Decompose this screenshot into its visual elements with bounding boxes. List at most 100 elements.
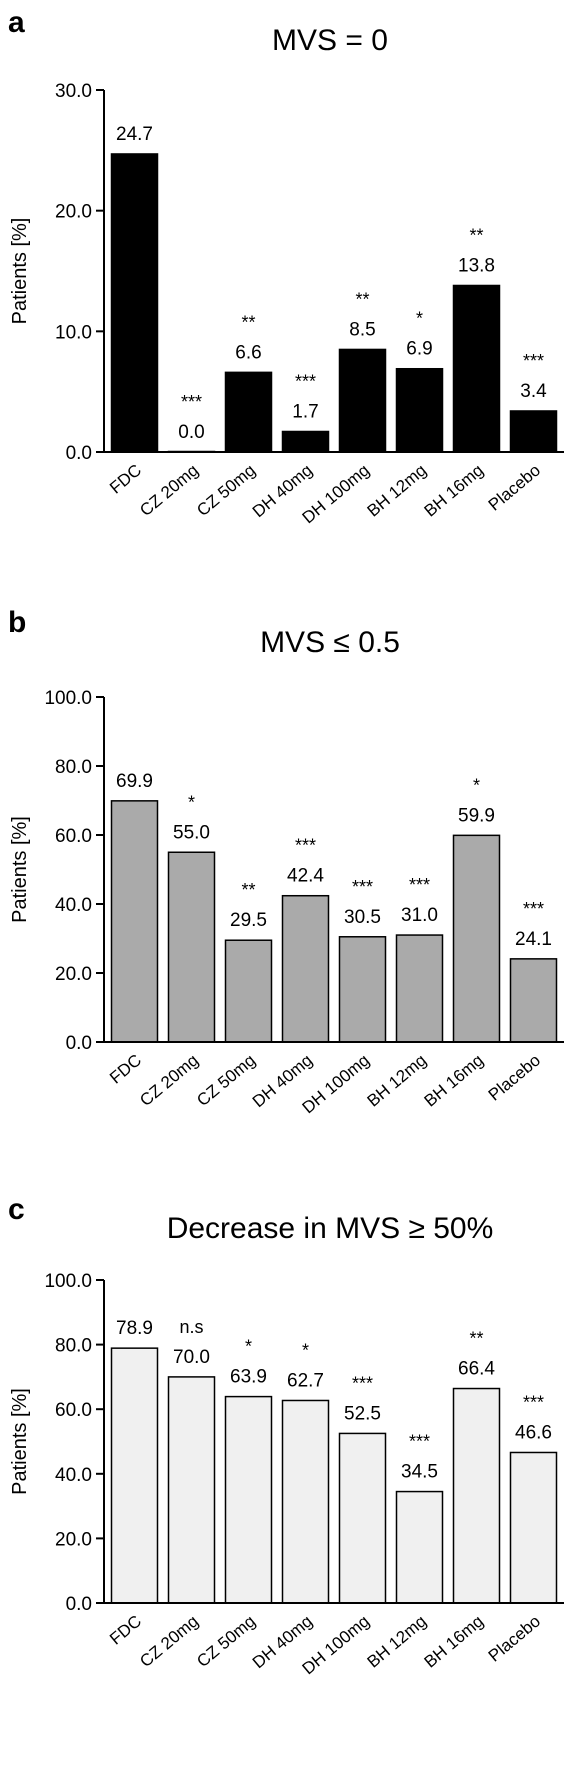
x-tick-label: CZ 20mg [136,461,202,520]
x-tick-label: Placebo [485,1612,544,1666]
y-tick-label: 20.0 [55,202,92,223]
bar [395,367,444,453]
y-tick-label: 80.0 [55,1336,92,1357]
x-tick-label: FDC [106,1051,145,1088]
significance-marker: * [188,792,195,812]
y-tick-label: 100.0 [44,688,92,709]
significance-marker: ** [355,289,369,309]
significance-marker: n.s [179,1317,203,1337]
bar [167,1376,216,1604]
y-tick-label: 80.0 [55,757,92,778]
significance-marker: *** [409,875,430,895]
value-label: 13.8 [458,255,495,276]
panel-letter: b [8,606,26,639]
y-axis-label: Patients [%] [9,816,31,923]
x-tick-label: BH 16mg [421,1051,488,1111]
x-tick-label: BH 12mg [364,1612,431,1672]
x-tick-label: CZ 20mg [136,1612,202,1671]
y-tick-label: 0.0 [66,1594,92,1615]
x-tick-label: Placebo [485,1051,544,1105]
bar [452,284,501,453]
value-label: 46.6 [515,1422,552,1443]
value-label: 24.7 [116,124,153,145]
value-label: 8.5 [349,319,375,340]
x-tick-label: CZ 50mg [193,461,259,520]
bar [509,958,558,1043]
value-label: 0.0 [178,422,204,443]
bar [110,800,159,1043]
bar [167,851,216,1043]
bar [338,348,387,453]
y-tick-label: 60.0 [55,826,92,847]
x-tick-label: BH 16mg [421,461,488,521]
value-label: 34.5 [401,1462,438,1483]
significance-marker: *** [523,351,544,371]
value-label: 55.0 [173,822,210,843]
significance-marker: * [245,1337,252,1357]
value-label: 78.9 [116,1318,153,1339]
y-tick-label: 40.0 [55,1465,92,1486]
significance-marker: *** [352,1373,373,1393]
panel-letter: a [8,6,25,39]
y-tick-label: 60.0 [55,1400,92,1421]
x-tick-label: BH 16mg [421,1612,488,1672]
y-tick-label: 40.0 [55,895,92,916]
bar [281,894,330,1043]
significance-marker: *** [295,836,316,856]
significance-marker: *** [523,899,544,919]
significance-marker: ** [241,880,255,900]
bar [395,934,444,1043]
x-tick-label: CZ 20mg [136,1051,202,1110]
bar [224,939,273,1043]
y-tick-label: 20.0 [55,1529,92,1550]
significance-marker: *** [181,392,202,412]
value-label: 31.0 [401,905,438,926]
value-label: 29.5 [230,910,267,931]
bar [110,153,159,453]
value-label: 63.9 [230,1367,267,1388]
bar [110,1347,159,1604]
value-label: 6.9 [406,339,432,360]
x-tick-label: Placebo [485,461,544,515]
y-tick-label: 30.0 [55,81,92,102]
value-label: 52.5 [344,1403,381,1424]
y-tick-label: 0.0 [66,443,92,464]
bar [509,410,558,453]
x-tick-label: FDC [106,461,145,498]
significance-marker: ** [241,312,255,332]
value-label: 62.7 [287,1370,324,1391]
chart-title: MVS = 0 [272,24,388,57]
bar [452,1387,501,1604]
bar [281,1399,330,1604]
y-tick-label: 0.0 [66,1033,92,1054]
x-tick-label: BH 12mg [364,1051,431,1111]
significance-marker: *** [523,1392,544,1412]
chart-title: MVS ≤ 0.5 [260,626,400,659]
significance-marker: * [416,309,423,329]
x-tick-label: BH 12mg [364,461,431,521]
y-tick-label: 20.0 [55,964,92,985]
x-tick-label: CZ 50mg [193,1051,259,1110]
value-label: 30.5 [344,907,381,928]
y-axis-label: Patients [%] [9,1388,31,1495]
value-label: 3.4 [520,381,547,402]
significance-marker: *** [295,371,316,391]
bar [224,1395,273,1604]
chart-title: Decrease in MVS ≥ 50% [167,1212,494,1245]
significance-marker: *** [352,877,373,897]
x-tick-label: CZ 50mg [193,1612,259,1671]
bar [338,1432,387,1604]
y-axis-label: Patients [%] [9,218,31,325]
value-label: 1.7 [292,401,318,422]
significance-marker: ** [469,1329,483,1349]
bar [224,371,273,453]
y-tick-label: 10.0 [55,322,92,343]
panel-letter: c [8,1193,25,1226]
bar [509,1451,558,1604]
value-label: 66.4 [458,1359,495,1380]
bar [395,1490,444,1604]
bar [452,834,501,1043]
value-label: 42.4 [287,866,324,887]
